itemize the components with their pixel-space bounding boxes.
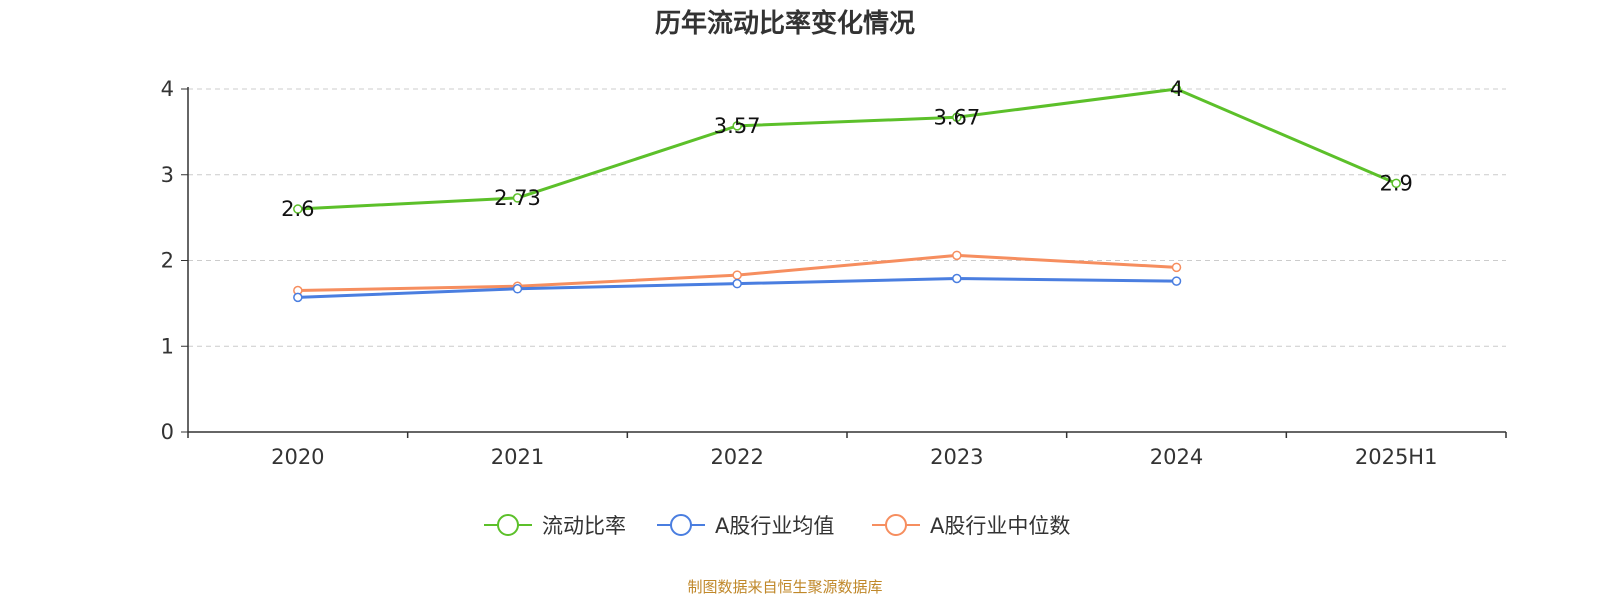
data-label: 3.57 bbox=[714, 114, 761, 138]
data-point bbox=[1171, 276, 1182, 286]
data-point bbox=[293, 204, 303, 214]
x-tick-label: 2021 bbox=[491, 445, 544, 469]
series-line bbox=[297, 87, 1397, 211]
legend-marker-icon bbox=[497, 514, 519, 536]
data-point bbox=[293, 292, 303, 303]
data-point bbox=[952, 250, 962, 261]
data-label: 4 bbox=[1170, 77, 1183, 101]
gridlines bbox=[188, 88, 1506, 347]
legend[interactable]: 流动比率 A股行业均值 A股行业中位数 bbox=[484, 514, 1070, 538]
series-lines bbox=[293, 84, 1401, 303]
y-tick-label: 0 bbox=[161, 420, 174, 444]
data-label: 2.9 bbox=[1379, 171, 1412, 195]
data-point bbox=[952, 273, 962, 284]
x-tick-label: 2024 bbox=[1150, 445, 1203, 469]
legend-item[interactable]: A股行业均值 bbox=[657, 514, 834, 538]
axes: 0 1 2 3 4 2020 2021 2022 2023 2024 2025H1 bbox=[161, 77, 1507, 469]
data-point bbox=[1171, 262, 1182, 273]
chart-title: 历年流动比率变化情况 bbox=[655, 8, 915, 39]
data-label: 2.6 bbox=[281, 197, 314, 221]
y-tick-label: 3 bbox=[161, 163, 174, 187]
x-tick-label: 2022 bbox=[710, 445, 763, 469]
y-tick-label: 1 bbox=[161, 334, 174, 358]
y-tick-label: 4 bbox=[161, 77, 174, 101]
legend-label: A股行业中位数 bbox=[930, 514, 1070, 538]
data-point bbox=[512, 284, 523, 294]
data-point bbox=[1391, 178, 1401, 189]
data-point bbox=[732, 121, 742, 131]
legend-label: 流动比率 bbox=[542, 514, 626, 538]
legend-item[interactable]: 流动比率 bbox=[484, 514, 626, 538]
x-tick-label: 2020 bbox=[271, 445, 324, 469]
data-point bbox=[1171, 84, 1182, 94]
source-note: 制图数据来自恒生聚源数据库 bbox=[687, 578, 882, 596]
legend-label: A股行业均值 bbox=[715, 514, 834, 538]
data-label: 2.73 bbox=[494, 186, 541, 210]
data-point bbox=[732, 278, 742, 289]
legend-item[interactable]: A股行业中位数 bbox=[872, 514, 1070, 538]
y-tick-label: 2 bbox=[161, 249, 174, 273]
data-labels: 2.6 2.73 3.57 3.67 4 2.9 bbox=[281, 77, 1413, 221]
data-label: 3.67 bbox=[933, 105, 980, 129]
legend-marker-icon bbox=[885, 514, 907, 536]
data-point bbox=[732, 270, 742, 280]
data-point bbox=[512, 193, 523, 203]
x-tick-label: 2023 bbox=[930, 445, 983, 469]
legend-marker-icon bbox=[670, 514, 692, 536]
data-point bbox=[952, 112, 962, 123]
x-tick-label: 2025H1 bbox=[1355, 445, 1438, 469]
